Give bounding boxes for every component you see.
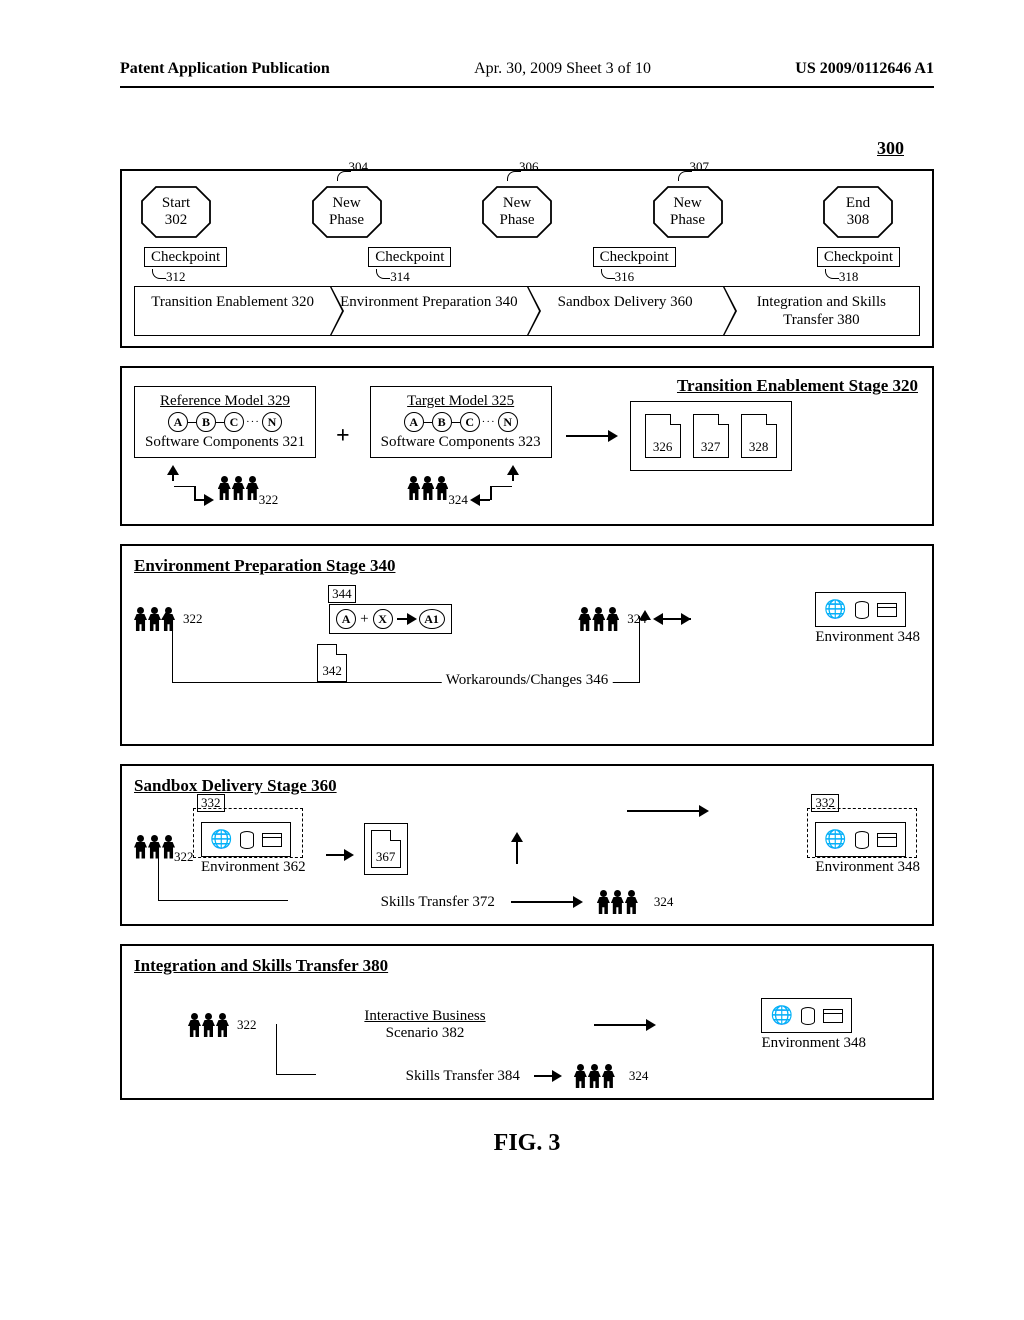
people-icon	[574, 1064, 615, 1088]
stage-cell: Transition Enablement 320	[135, 287, 331, 335]
phase-row: Start 302 304 New Phase 306 New Phase	[134, 181, 920, 243]
people-322: 322	[188, 1013, 257, 1037]
stage-320-panel: Transition Enablement Stage 320 Referenc…	[120, 366, 934, 526]
header-rule	[120, 86, 934, 88]
phase-label: End 308	[842, 195, 874, 230]
transform-group: 344 A + X A1 342	[329, 604, 451, 634]
tgt-model-group: Target Model 325 A B C··· N Software Com…	[370, 386, 552, 486]
doc-icon: 326	[645, 414, 681, 458]
phase-label: Start 302	[158, 195, 194, 230]
stage-380-title: Integration and Skills Transfer 380	[134, 956, 920, 976]
left-group: 322 332 Environment 362	[134, 822, 408, 876]
skills-label: Skills Transfer 372	[381, 894, 495, 911]
doc-icon: 327	[693, 414, 729, 458]
scenario-label: Interactive Business Scenario 382	[364, 1008, 485, 1042]
cylinder-icon	[855, 601, 869, 619]
phase-end: End 308	[822, 185, 894, 239]
phase-306: 306 New Phase	[481, 185, 553, 239]
header-left: Patent Application Publication	[120, 60, 330, 78]
people-icon	[218, 476, 259, 500]
stage-320-title: Transition Enablement Stage 320	[677, 376, 918, 396]
phase-lead: 304	[349, 159, 369, 175]
stage-360-panel: Sandbox Delivery Stage 360 322 332	[120, 764, 934, 926]
stage-360-title: Sandbox Delivery Stage 360	[134, 776, 920, 796]
checkpoint-row: Checkpoint 312 Checkpoint 314 Checkpoint…	[134, 249, 920, 266]
sw-comp-tgt: Software Components 323	[381, 434, 541, 451]
phase-307: 307 New Phase	[652, 185, 724, 239]
circles-icon: A B C··· N	[145, 412, 305, 432]
figure-number: 300	[120, 138, 904, 159]
top-panel: Start 302 304 New Phase 306 New Phase	[120, 169, 934, 348]
header-mid: Apr. 30, 2009 Sheet 3 of 10	[474, 60, 651, 78]
doc-icon: 342	[317, 644, 347, 682]
plus-icon: +	[330, 423, 356, 450]
window-icon	[877, 833, 897, 847]
env-348: Environment 348	[761, 998, 866, 1052]
checkpoint-318: Checkpoint 318	[817, 249, 900, 266]
stage-340-title: Environment Preparation Stage 340	[134, 556, 920, 576]
phase-304: 304 New Phase	[311, 185, 383, 239]
figure-caption: FIG. 3	[120, 1130, 934, 1157]
circles-icon: A B C··· N	[381, 412, 541, 432]
people-icon	[407, 476, 448, 500]
doc-icon: 328	[741, 414, 777, 458]
tgt-model-title: Target Model 325	[381, 393, 541, 410]
cylinder-icon	[801, 1007, 815, 1025]
phase-label: New Phase	[666, 195, 709, 230]
doc-icon: 367	[371, 830, 401, 868]
page: Patent Application Publication Apr. 30, …	[0, 0, 1024, 1197]
workaround-label: Workarounds/Changes 346	[442, 672, 613, 689]
phase-label: New Phase	[325, 195, 368, 230]
stage-380-panel: Integration and Skills Transfer 380 322 …	[120, 944, 934, 1100]
stage-row: Transition Enablement 320 Environment Pr…	[134, 286, 920, 336]
people-icon	[597, 890, 638, 914]
sw-comp-ref: Software Components 321	[145, 434, 305, 451]
window-icon	[823, 1009, 843, 1023]
phase-lead: 307	[690, 159, 710, 175]
checkpoint-316: Checkpoint 316	[593, 249, 676, 266]
stage-cell: Sandbox Delivery 360	[528, 287, 724, 335]
skills-label: Skills Transfer 384	[406, 1068, 520, 1085]
stage-340-panel: Environment Preparation Stage 340 322 34…	[120, 544, 934, 746]
header-right: US 2009/0112646 A1	[795, 60, 934, 78]
window-icon	[877, 603, 897, 617]
stage-cell: Integration and Skills Transfer 380	[724, 287, 919, 335]
globe-icon	[770, 1005, 792, 1026]
stage-cell: Environment Preparation 340	[331, 287, 527, 335]
window-icon	[262, 833, 282, 847]
phase-start: Start 302	[140, 185, 212, 239]
ref-model-group: Reference Model 329 A B C··· N Software …	[134, 386, 316, 486]
env-348: Environment 348	[815, 592, 920, 646]
docs-box: 326 327 328	[630, 401, 792, 471]
phase-label: New Phase	[496, 195, 539, 230]
phase-lead: 306	[519, 159, 539, 175]
right-env: 332 Environment 348	[815, 822, 920, 876]
arrow-icon	[566, 435, 616, 437]
people-324: 324	[578, 607, 689, 631]
checkpoint-312: Checkpoint 312	[144, 249, 227, 266]
page-header: Patent Application Publication Apr. 30, …	[120, 60, 934, 78]
ref-model-title: Reference Model 329	[145, 393, 305, 410]
checkpoint-314: Checkpoint 314	[368, 249, 451, 266]
globe-icon	[824, 599, 846, 620]
